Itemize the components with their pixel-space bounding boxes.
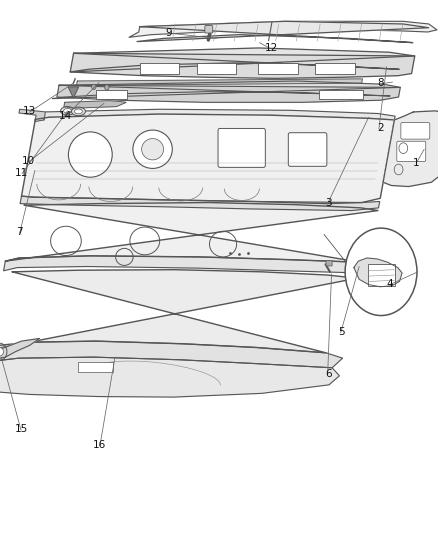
Polygon shape — [52, 81, 400, 99]
Text: 5: 5 — [338, 327, 345, 336]
Polygon shape — [64, 101, 126, 108]
Text: 7: 7 — [16, 227, 23, 237]
Polygon shape — [35, 109, 395, 120]
FancyBboxPatch shape — [205, 26, 213, 33]
Circle shape — [0, 348, 4, 356]
Polygon shape — [5, 203, 378, 262]
Text: 12: 12 — [265, 43, 278, 53]
Polygon shape — [77, 79, 362, 85]
Text: 10: 10 — [22, 156, 35, 166]
FancyBboxPatch shape — [401, 123, 430, 139]
Text: 14: 14 — [59, 111, 72, 121]
Ellipse shape — [74, 109, 82, 114]
Text: 3: 3 — [325, 198, 332, 207]
FancyBboxPatch shape — [319, 90, 363, 99]
FancyBboxPatch shape — [326, 261, 332, 266]
Ellipse shape — [60, 107, 74, 115]
Polygon shape — [4, 256, 368, 273]
Polygon shape — [0, 338, 39, 360]
Ellipse shape — [71, 107, 85, 116]
Polygon shape — [383, 111, 438, 187]
Ellipse shape — [133, 130, 172, 168]
Text: 15: 15 — [14, 424, 28, 434]
Polygon shape — [0, 341, 343, 368]
Ellipse shape — [141, 139, 163, 160]
Polygon shape — [21, 114, 394, 204]
Text: 13: 13 — [23, 106, 36, 116]
Text: 2: 2 — [378, 123, 385, 133]
Text: 9: 9 — [165, 28, 172, 38]
FancyBboxPatch shape — [368, 264, 395, 286]
Polygon shape — [20, 196, 380, 211]
Ellipse shape — [68, 132, 112, 177]
FancyBboxPatch shape — [397, 141, 426, 161]
FancyBboxPatch shape — [96, 90, 127, 99]
Text: 11: 11 — [15, 168, 28, 177]
Polygon shape — [19, 109, 46, 122]
Text: 16: 16 — [93, 440, 106, 450]
FancyBboxPatch shape — [258, 63, 298, 74]
Text: 1: 1 — [413, 158, 420, 167]
Text: 6: 6 — [325, 369, 332, 379]
FancyBboxPatch shape — [315, 63, 355, 74]
FancyBboxPatch shape — [140, 63, 180, 74]
Circle shape — [92, 84, 96, 90]
Polygon shape — [57, 85, 400, 102]
FancyBboxPatch shape — [218, 128, 265, 167]
Polygon shape — [0, 357, 339, 397]
FancyBboxPatch shape — [288, 133, 327, 166]
Ellipse shape — [64, 108, 71, 114]
Polygon shape — [354, 258, 402, 287]
Circle shape — [105, 85, 109, 90]
Text: 8: 8 — [378, 78, 385, 87]
Polygon shape — [137, 21, 429, 43]
Polygon shape — [129, 21, 437, 37]
Polygon shape — [70, 48, 415, 72]
FancyBboxPatch shape — [197, 63, 237, 74]
Text: 4: 4 — [386, 279, 393, 288]
Circle shape — [345, 228, 417, 316]
FancyBboxPatch shape — [78, 362, 113, 372]
Polygon shape — [0, 270, 357, 353]
Polygon shape — [70, 53, 415, 78]
